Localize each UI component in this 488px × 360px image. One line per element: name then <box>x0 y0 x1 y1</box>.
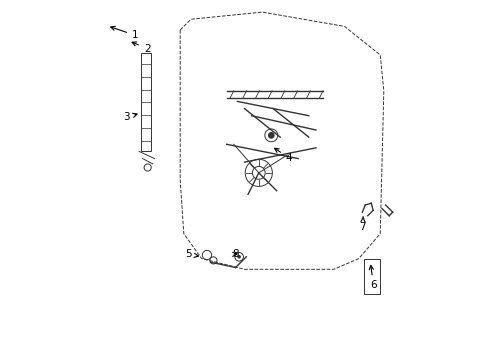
Text: 3: 3 <box>122 112 137 122</box>
Text: 1: 1 <box>111 26 138 40</box>
Text: 4: 4 <box>274 148 292 163</box>
Circle shape <box>237 255 241 258</box>
Text: 8: 8 <box>231 249 238 259</box>
Text: 7: 7 <box>359 217 366 232</box>
Text: 6: 6 <box>368 265 376 291</box>
Circle shape <box>252 166 264 179</box>
Circle shape <box>264 129 277 142</box>
Circle shape <box>268 132 274 138</box>
Text: 5: 5 <box>184 249 198 259</box>
Text: 2: 2 <box>132 42 150 54</box>
